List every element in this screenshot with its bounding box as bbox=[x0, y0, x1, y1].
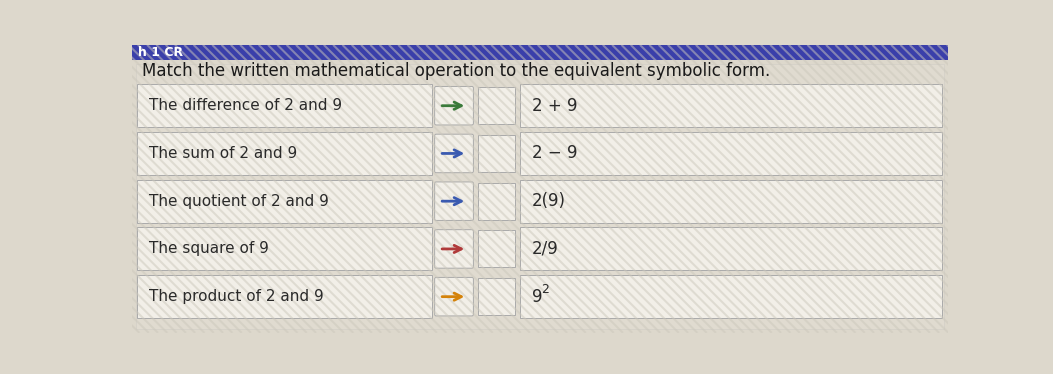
FancyBboxPatch shape bbox=[478, 135, 515, 172]
FancyBboxPatch shape bbox=[478, 87, 515, 124]
Text: The quotient of 2 and 9: The quotient of 2 and 9 bbox=[148, 194, 329, 209]
FancyBboxPatch shape bbox=[132, 45, 948, 60]
FancyBboxPatch shape bbox=[435, 182, 474, 220]
Text: h 1 CR: h 1 CR bbox=[138, 46, 183, 59]
Text: 2/9: 2/9 bbox=[532, 240, 558, 258]
FancyBboxPatch shape bbox=[520, 275, 942, 318]
Text: 9: 9 bbox=[532, 288, 542, 306]
FancyBboxPatch shape bbox=[520, 180, 942, 223]
FancyBboxPatch shape bbox=[137, 275, 432, 318]
FancyBboxPatch shape bbox=[478, 230, 515, 267]
FancyBboxPatch shape bbox=[435, 278, 474, 316]
Text: The sum of 2 and 9: The sum of 2 and 9 bbox=[148, 146, 297, 161]
FancyBboxPatch shape bbox=[137, 180, 432, 223]
FancyBboxPatch shape bbox=[478, 278, 515, 315]
Text: 2 + 9: 2 + 9 bbox=[532, 97, 577, 115]
FancyBboxPatch shape bbox=[520, 227, 942, 270]
FancyBboxPatch shape bbox=[136, 64, 943, 329]
Text: 2(9): 2(9) bbox=[532, 192, 565, 210]
FancyBboxPatch shape bbox=[435, 134, 474, 173]
FancyBboxPatch shape bbox=[137, 227, 432, 270]
FancyBboxPatch shape bbox=[478, 183, 515, 220]
Text: The square of 9: The square of 9 bbox=[148, 242, 269, 257]
Text: The product of 2 and 9: The product of 2 and 9 bbox=[148, 289, 323, 304]
FancyBboxPatch shape bbox=[520, 132, 942, 175]
FancyBboxPatch shape bbox=[520, 84, 942, 127]
FancyBboxPatch shape bbox=[137, 84, 432, 127]
FancyBboxPatch shape bbox=[435, 230, 474, 268]
Text: 2 − 9: 2 − 9 bbox=[532, 144, 577, 162]
Text: 2: 2 bbox=[541, 283, 549, 296]
FancyBboxPatch shape bbox=[435, 86, 474, 125]
FancyBboxPatch shape bbox=[137, 132, 432, 175]
Text: Match the written mathematical operation to the equivalent symbolic form.: Match the written mathematical operation… bbox=[142, 62, 771, 80]
Text: The difference of 2 and 9: The difference of 2 and 9 bbox=[148, 98, 342, 113]
